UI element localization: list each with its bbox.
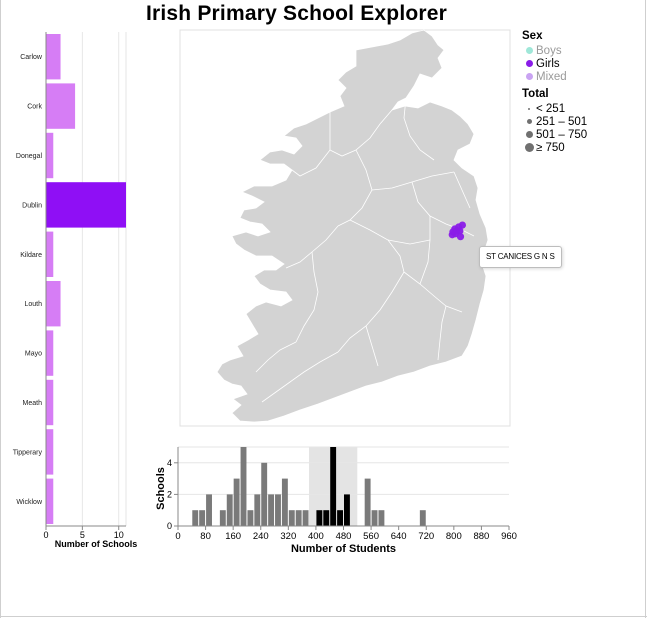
county-x-tick-label: 10 [114, 530, 124, 540]
county-tick-label: Wicklow [16, 499, 43, 506]
legend-size-1: < 251 [522, 102, 587, 115]
histogram-y-axis-label: Schools [155, 467, 167, 510]
county-bar[interactable] [46, 34, 61, 80]
page-title: Irish Primary School Explorer [145, 2, 448, 25]
histogram-x-tick-label: 240 [253, 531, 269, 542]
histogram-y-tick-label: 4 [167, 458, 172, 468]
frame-bottom-edge [0, 616, 647, 617]
histogram-bar[interactable] [316, 510, 323, 526]
histogram-bar[interactable] [323, 510, 330, 526]
histogram-bar[interactable] [240, 447, 247, 526]
histogram-bar[interactable] [192, 510, 199, 526]
county-bar[interactable] [46, 330, 54, 376]
histogram-bar[interactable] [247, 510, 254, 526]
county-tick-label: Mayo [25, 351, 42, 358]
school-map [179, 29, 511, 427]
histogram-x-tick-label: 560 [363, 531, 379, 542]
county-tick-label: Dublin [22, 202, 42, 209]
county-x-tick-label: 0 [43, 530, 48, 540]
legend-item-mixed[interactable]: Mixed [522, 70, 587, 83]
school-point[interactable] [456, 233, 465, 241]
school-point[interactable] [448, 231, 456, 239]
histogram-x-tick-label: 80 [200, 531, 211, 542]
county-bar[interactable] [46, 281, 61, 327]
county-bar-chart: Carlow Cork Donegal Dublin Kildare Louth Mayo M… [13, 32, 138, 549]
ireland-land[interactable] [216, 29, 489, 423]
histogram-bar[interactable] [419, 510, 426, 526]
legend-item-boys[interactable]: Boys [522, 44, 587, 57]
histogram-x-axis-label: Number of Students [291, 543, 396, 555]
histogram-bar[interactable] [295, 510, 302, 526]
histogram-bar[interactable] [344, 494, 350, 526]
histogram-bar[interactable] [371, 510, 378, 526]
legend: Sex Boys Girls Mixed Total < 251 251 – 5… [522, 30, 587, 154]
size-xlarge-icon [524, 143, 534, 152]
histogram-bar[interactable] [364, 478, 371, 526]
histogram-bar[interactable] [233, 478, 240, 526]
county-bar[interactable] [46, 429, 54, 475]
histogram-x-tick-label: 640 [391, 531, 407, 542]
county-tick-label: Kildare [20, 252, 42, 259]
boys-swatch-icon [525, 47, 533, 54]
histogram-x-tick-label: 720 [418, 531, 434, 542]
legend-size-2: 251 – 501 [522, 115, 587, 128]
school-tooltip: ST CANICES G N S [479, 246, 562, 268]
map-frame [179, 29, 511, 427]
histogram-bar[interactable] [254, 494, 261, 526]
county-tick-label: Cork [27, 104, 42, 111]
histogram-y-tick-label: 2 [167, 489, 172, 499]
histogram-x-tick-label: 480 [336, 531, 352, 542]
county-x-axis-label: Number of Schools [55, 539, 138, 549]
histogram-x-tick-label: 400 [308, 531, 324, 542]
county-bar[interactable] [46, 379, 54, 426]
county-tick-label: Louth [24, 301, 42, 308]
legend-sex-title: Sex [522, 30, 543, 42]
county-bar[interactable] [46, 83, 76, 129]
histogram-bar[interactable] [261, 462, 268, 526]
size-medium-icon [526, 119, 532, 124]
county-bar[interactable] [46, 231, 54, 277]
histogram-x-tick-label: 800 [446, 531, 462, 542]
county-bar[interactable] [46, 132, 54, 179]
school-point[interactable] [458, 221, 467, 229]
frame-left-edge [0, 0, 1, 618]
histogram-bar[interactable] [302, 510, 309, 526]
histogram-x-tick-label: 880 [473, 531, 489, 542]
histogram-x-tick-label: 320 [280, 531, 296, 542]
histogram-bar[interactable] [206, 494, 212, 526]
histogram-bar[interactable] [281, 478, 288, 526]
histogram-bar[interactable] [378, 510, 385, 526]
county-tick-label: Meath [23, 400, 43, 407]
histogram-bar[interactable] [337, 510, 343, 526]
girls-swatch-icon [525, 60, 533, 67]
histogram-bar[interactable] [268, 494, 275, 526]
size-large-icon [525, 131, 533, 138]
legend-size-4: ≥ 750 [522, 141, 587, 154]
histogram-bar[interactable] [275, 494, 281, 526]
histogram-bar[interactable] [226, 494, 233, 526]
histogram-x-tick-label: 960 [501, 531, 517, 542]
histogram-bar[interactable] [288, 510, 295, 526]
county-tick-label: Carlow [20, 54, 43, 61]
size-small-icon [528, 107, 530, 110]
mixed-swatch-icon [525, 73, 533, 80]
histogram-bar[interactable] [330, 447, 337, 526]
county-tick-label: Donegal [16, 153, 43, 160]
histogram-bar[interactable] [199, 510, 206, 526]
histogram-x-tick-label: 0 [175, 531, 180, 542]
county-bar[interactable] [46, 182, 126, 228]
county-x-tick-label: 5 [80, 530, 85, 540]
frame-right-edge [645, 0, 646, 618]
legend-item-girls[interactable]: Girls [522, 57, 587, 70]
county-bar[interactable] [46, 478, 54, 524]
histogram-y-tick-label: 0 [167, 521, 172, 531]
histogram-x-tick-label: 160 [225, 531, 241, 542]
county-tick-label: Tipperary [13, 449, 43, 456]
legend-total-title: Total [522, 88, 549, 100]
legend-size-3: 501 – 750 [522, 128, 587, 141]
histogram-bar[interactable] [219, 510, 226, 526]
